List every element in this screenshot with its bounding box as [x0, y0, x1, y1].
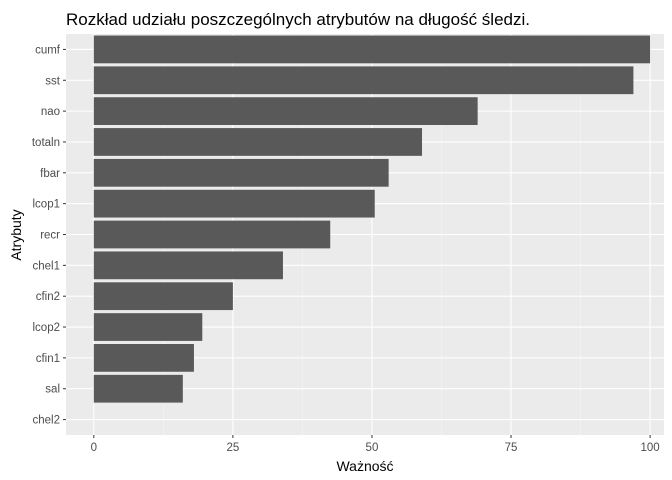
bar-lcop1	[93, 189, 375, 218]
chart-title: Rozkład udziału poszczególnych atrybutów…	[66, 10, 530, 29]
y-tick-label: chel2	[33, 415, 61, 427]
x-tick-label: 75	[505, 442, 518, 454]
bar-cfin1	[93, 344, 194, 372]
y-tick-label: cumf	[35, 44, 61, 56]
y-tick-label: fbar	[40, 168, 60, 180]
x-tick-label: 100	[640, 442, 659, 454]
x-axis-ticks: 0 25 50 75 100	[91, 435, 660, 454]
bar-sst	[93, 66, 634, 95]
bar-totaln	[93, 128, 423, 156]
y-tick-label: totaln	[32, 137, 60, 149]
x-tick-label: 50	[366, 442, 379, 454]
y-tick-label: lcop1	[33, 199, 61, 211]
bars	[93, 35, 651, 403]
x-tick-label: 0	[91, 442, 97, 454]
bar-cfin2	[93, 282, 233, 311]
y-tick-label: chel1	[33, 260, 61, 272]
x-axis-title: Ważność	[336, 458, 393, 474]
y-axis-ticks: cumf sst nao totaln fbar lcop1 recr chel1 cfin2 l…	[32, 44, 66, 427]
bar-fbar	[93, 158, 389, 187]
x-tick-label: 25	[226, 442, 239, 454]
y-tick-label: sst	[45, 75, 61, 87]
bar-lcop2	[93, 313, 203, 341]
bar-cumf	[93, 35, 651, 64]
bar-nao	[93, 97, 478, 125]
y-tick-label: lcop2	[33, 322, 61, 334]
y-tick-label: cfin2	[36, 291, 60, 303]
y-axis-title: Atrybuty	[8, 209, 24, 260]
y-tick-label: nao	[41, 106, 60, 118]
bar-chel1	[93, 251, 283, 280]
bar-sal	[93, 374, 183, 403]
y-tick-label: cfin1	[36, 353, 60, 365]
y-tick-label: recr	[40, 230, 60, 242]
bar-recr	[93, 220, 331, 249]
y-tick-label: sal	[45, 384, 60, 396]
